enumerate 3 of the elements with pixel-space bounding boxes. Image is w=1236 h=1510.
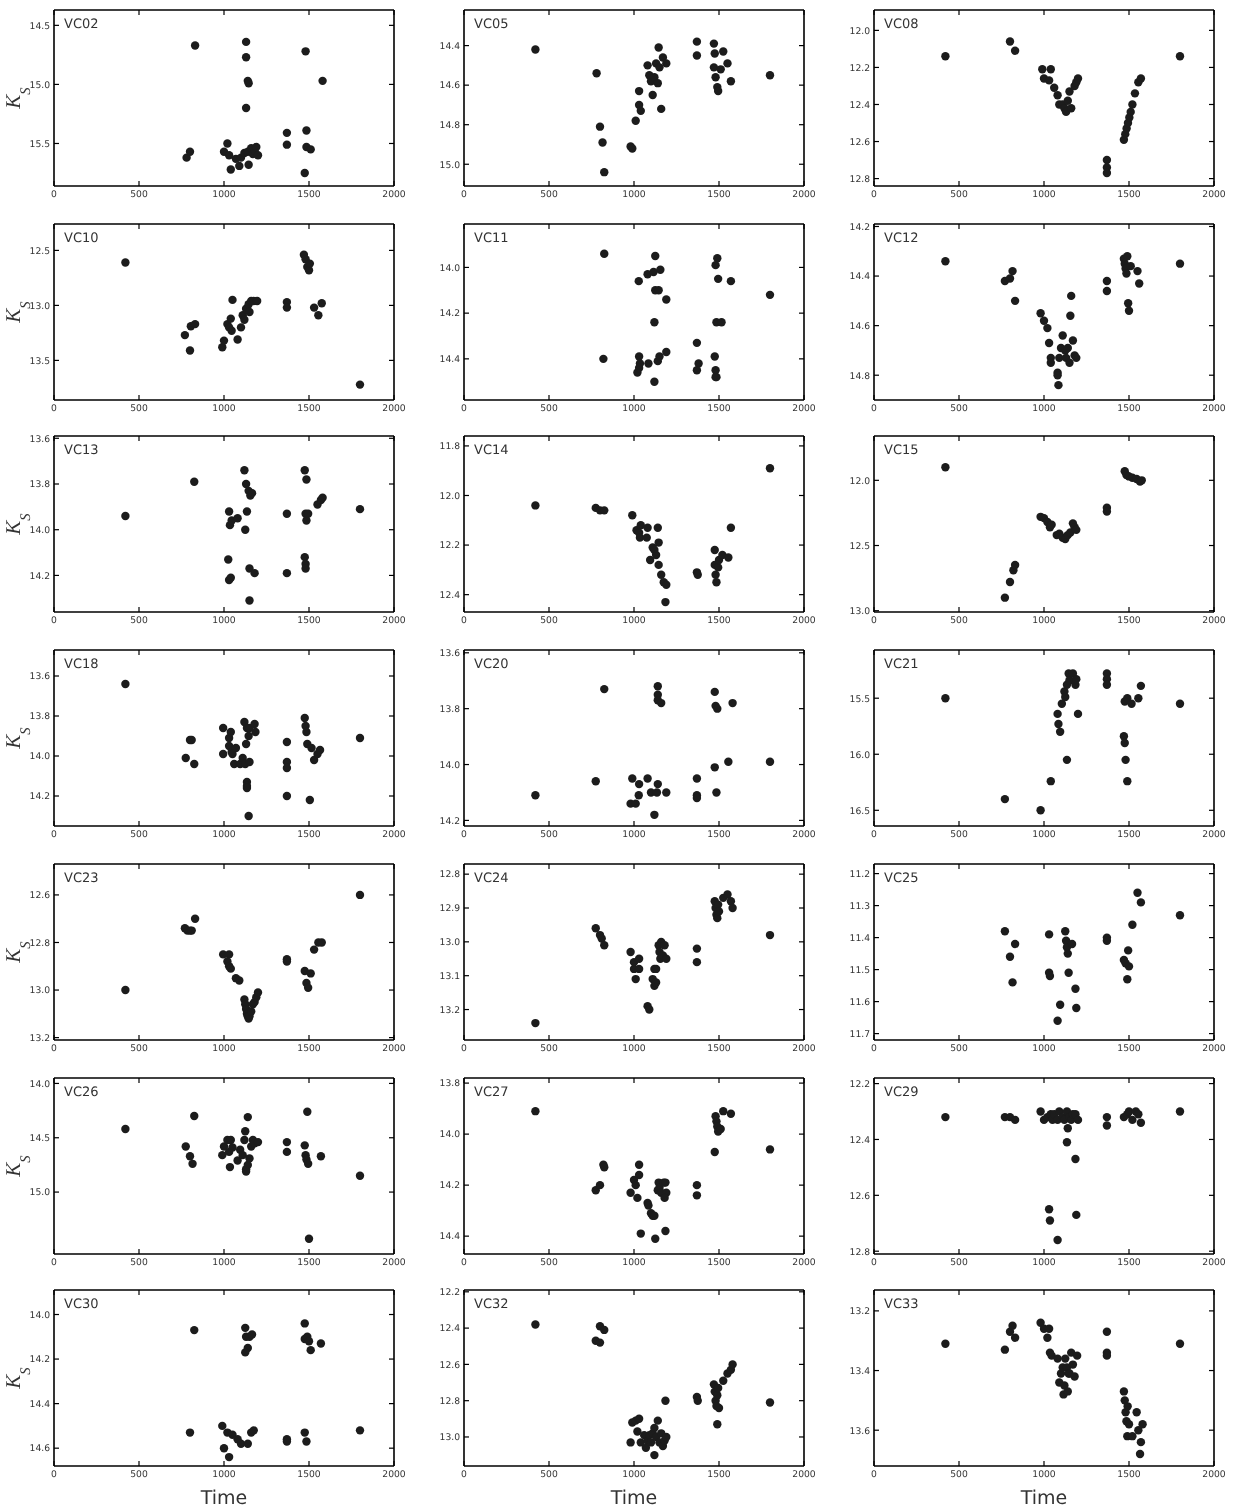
x-axis-title: Time bbox=[1018, 1488, 1068, 1510]
x-axis-title: Time bbox=[608, 1488, 658, 1510]
x-axis-title: Time bbox=[198, 1488, 248, 1510]
